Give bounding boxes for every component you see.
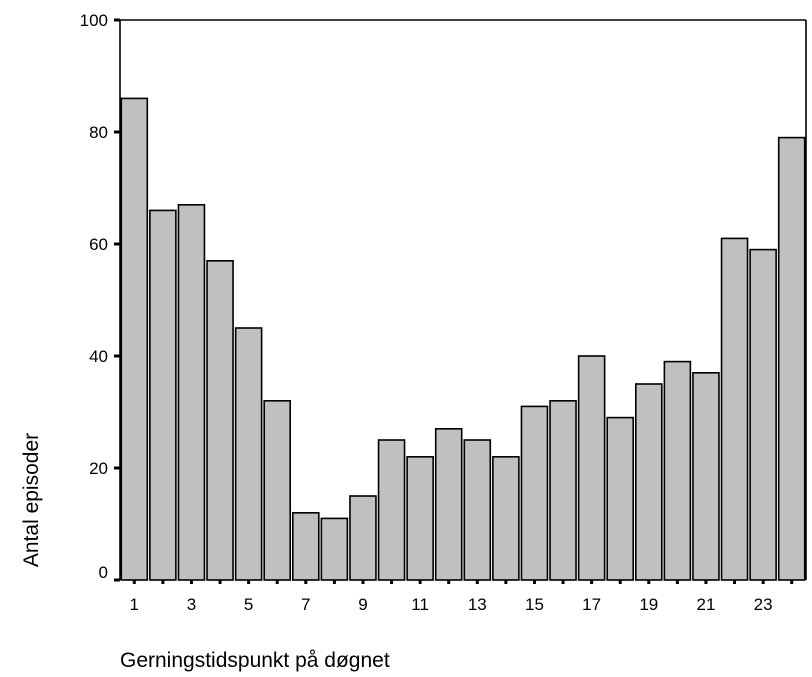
x-tick-label: 9: [358, 595, 367, 614]
y-tick-label: 60: [89, 235, 108, 254]
bar-hour-5: [234, 327, 263, 581]
y-axis: 0 20 40 60 80 100: [80, 11, 121, 582]
bar-hour-13: [463, 439, 492, 581]
bar-hour-21: [692, 371, 720, 581]
bar-hour-6: [263, 399, 292, 581]
x-tick-label: 23: [754, 595, 773, 614]
bar-hour-17: [577, 355, 606, 581]
bar-hour-1: [120, 97, 149, 581]
bar-hour-18: [606, 416, 635, 581]
bar-hour-7: [291, 511, 320, 581]
x-tick-label: 15: [525, 595, 544, 614]
bar-hour-8: [320, 517, 349, 581]
y-tick-label: 0: [99, 563, 108, 582]
bar-hour-12: [434, 427, 463, 581]
x-tick-label: 5: [244, 595, 253, 614]
x-tick-label: 19: [639, 595, 658, 614]
x-tick-label: 7: [301, 595, 310, 614]
bar-hour-9: [349, 495, 377, 581]
x-tick-label: 17: [582, 595, 601, 614]
bar-hour-20: [663, 360, 692, 581]
x-axis-title: Gerningstidspunkt på døgnet: [120, 649, 390, 672]
x-axis: 1 3 5 7 9 11 13 15 17 19 21 23: [130, 580, 794, 614]
y-tick-label: 80: [89, 123, 108, 142]
y-tick-label: 100: [80, 11, 108, 30]
x-tick-label: 21: [696, 595, 715, 614]
bar-hour-14: [492, 455, 520, 581]
x-tick-label: 1: [130, 595, 139, 614]
bar-hour-15: [520, 405, 549, 581]
bar-hour-23: [749, 248, 777, 581]
y-tick-label: 40: [89, 347, 108, 366]
x-tick-label: 3: [187, 595, 196, 614]
bar-hour-10: [377, 439, 406, 581]
y-axis-title: Antal episoder: [20, 433, 43, 567]
plot-frame: [120, 19, 807, 580]
bar-hour-16: [549, 399, 577, 581]
bars: [120, 97, 806, 581]
bar-hour-3: [177, 204, 206, 581]
bar-hour-2: [149, 209, 177, 581]
bar-hour-4: [206, 259, 234, 581]
bar-hour-24: [777, 136, 806, 581]
bar-hour-22: [720, 237, 749, 581]
y-tick-label: 20: [89, 459, 108, 478]
bar-hour-11: [406, 455, 434, 581]
x-tick-label: 11: [411, 595, 429, 614]
x-tick-label: 13: [468, 595, 487, 614]
bar-hour-19: [634, 383, 663, 581]
